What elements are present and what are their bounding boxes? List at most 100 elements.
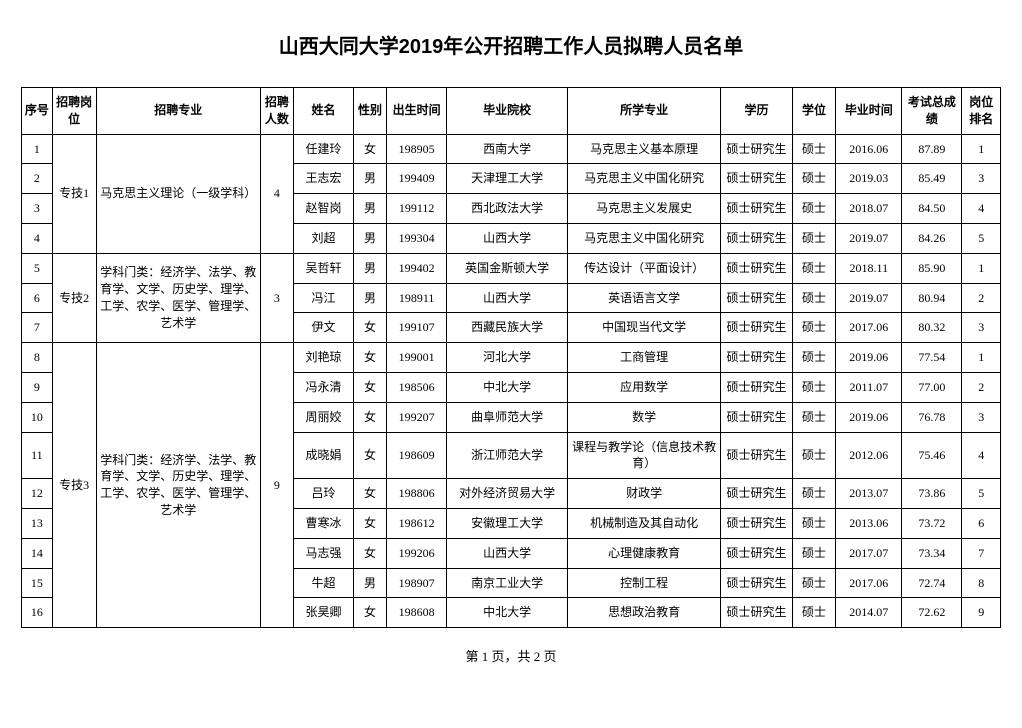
- cell-rank: 5: [962, 479, 1001, 509]
- cell-grad: 2017.06: [836, 313, 902, 343]
- cell-sex: 男: [354, 253, 387, 283]
- cell-rank: 2: [962, 283, 1001, 313]
- page-footer: 第 1 页，共 2 页: [21, 646, 1001, 665]
- cell-school: 山西大学: [447, 538, 568, 568]
- cell-score: 77.54: [902, 343, 962, 373]
- cell-rank: 6: [962, 508, 1001, 538]
- cell-birth: 199402: [387, 253, 447, 283]
- cell-name: 牛超: [293, 568, 353, 598]
- cell-school: 西南大学: [447, 134, 568, 164]
- cell-seq: 1: [22, 134, 53, 164]
- cell-sex: 男: [354, 223, 387, 253]
- cell-major: 思想政治教育: [567, 598, 720, 628]
- cell-score: 76.78: [902, 402, 962, 432]
- cell-score: 84.26: [902, 223, 962, 253]
- cell-grad: 2018.11: [836, 253, 902, 283]
- cell-edu: 硕士研究生: [721, 538, 792, 568]
- cell-position: 专技3: [52, 343, 96, 628]
- cell-school: 南京工业大学: [447, 568, 568, 598]
- cell-deg: 硕士: [792, 194, 836, 224]
- cell-school: 河北大学: [447, 343, 568, 373]
- cell-name: 张昊卿: [293, 598, 353, 628]
- cell-edu: 硕士研究生: [721, 598, 792, 628]
- cell-rank: 8: [962, 568, 1001, 598]
- cell-major: 马克思主义发展史: [567, 194, 720, 224]
- cell-grad: 2016.06: [836, 134, 902, 164]
- cell-major: 传达设计（平面设计）: [567, 253, 720, 283]
- cell-sex: 女: [354, 508, 387, 538]
- th-score: 考试总成绩: [902, 88, 962, 135]
- cell-major: 课程与教学论（信息技术教育）: [567, 432, 720, 479]
- cell-rank: 9: [962, 598, 1001, 628]
- cell-major: 控制工程: [567, 568, 720, 598]
- table-row: 8专技3学科门类：经济学、法学、教育学、文学、历史学、理学、工学、农学、医学、管…: [22, 343, 1001, 373]
- table-header-row: 序号 招聘岗位 招聘专业 招聘人数 姓名 性别 出生时间 毕业院校 所学专业 学…: [22, 88, 1001, 135]
- cell-score: 73.34: [902, 538, 962, 568]
- cell-seq: 14: [22, 538, 53, 568]
- cell-deg: 硕士: [792, 134, 836, 164]
- cell-grad: 2019.07: [836, 223, 902, 253]
- roster-table: 序号 招聘岗位 招聘专业 招聘人数 姓名 性别 出生时间 毕业院校 所学专业 学…: [21, 87, 1001, 628]
- cell-seq: 7: [22, 313, 53, 343]
- cell-rank: 5: [962, 223, 1001, 253]
- cell-count: 3: [260, 253, 293, 342]
- cell-deg: 硕士: [792, 568, 836, 598]
- cell-name: 冯江: [293, 283, 353, 313]
- cell-birth: 198608: [387, 598, 447, 628]
- cell-seq: 9: [22, 372, 53, 402]
- cell-rank: 3: [962, 313, 1001, 343]
- cell-grad: 2018.07: [836, 194, 902, 224]
- th-birth: 出生时间: [387, 88, 447, 135]
- cell-major: 工商管理: [567, 343, 720, 373]
- cell-edu: 硕士研究生: [721, 253, 792, 283]
- cell-birth: 199409: [387, 164, 447, 194]
- cell-birth: 199107: [387, 313, 447, 343]
- th-seq: 序号: [22, 88, 53, 135]
- cell-seq: 3: [22, 194, 53, 224]
- cell-edu: 硕士研究生: [721, 223, 792, 253]
- cell-grad: 2019.06: [836, 402, 902, 432]
- cell-score: 85.90: [902, 253, 962, 283]
- th-cnt: 招聘人数: [260, 88, 293, 135]
- page-title: 山西大同大学2019年公开招聘工作人员拟聘人员名单: [21, 30, 1001, 59]
- cell-birth: 198612: [387, 508, 447, 538]
- cell-sex: 女: [354, 343, 387, 373]
- cell-deg: 硕士: [792, 508, 836, 538]
- cell-rank: 3: [962, 402, 1001, 432]
- cell-name: 成晓娟: [293, 432, 353, 479]
- cell-edu: 硕士研究生: [721, 479, 792, 509]
- cell-rank: 2: [962, 372, 1001, 402]
- cell-birth: 198905: [387, 134, 447, 164]
- cell-grad: 2017.07: [836, 538, 902, 568]
- cell-edu: 硕士研究生: [721, 164, 792, 194]
- cell-edu: 硕士研究生: [721, 432, 792, 479]
- cell-birth: 198911: [387, 283, 447, 313]
- cell-score: 73.72: [902, 508, 962, 538]
- th-sex: 性别: [354, 88, 387, 135]
- cell-deg: 硕士: [792, 253, 836, 283]
- cell-seq: 10: [22, 402, 53, 432]
- cell-seq: 6: [22, 283, 53, 313]
- cell-school: 天津理工大学: [447, 164, 568, 194]
- th-edu: 学历: [721, 88, 792, 135]
- cell-birth: 199112: [387, 194, 447, 224]
- cell-sex: 男: [354, 568, 387, 598]
- cell-score: 84.50: [902, 194, 962, 224]
- cell-rank: 1: [962, 134, 1001, 164]
- cell-score: 72.74: [902, 568, 962, 598]
- cell-name: 刘超: [293, 223, 353, 253]
- cell-school: 对外经济贸易大学: [447, 479, 568, 509]
- cell-seq: 5: [22, 253, 53, 283]
- cell-major: 马克思主义中国化研究: [567, 223, 720, 253]
- cell-grad: 2019.03: [836, 164, 902, 194]
- cell-sex: 男: [354, 164, 387, 194]
- cell-major: 中国现当代文学: [567, 313, 720, 343]
- cell-rank: 1: [962, 343, 1001, 373]
- cell-grad: 2019.06: [836, 343, 902, 373]
- cell-name: 王志宏: [293, 164, 353, 194]
- cell-school: 曲阜师范大学: [447, 402, 568, 432]
- cell-name: 曹寒冰: [293, 508, 353, 538]
- cell-rank: 4: [962, 194, 1001, 224]
- cell-seq: 2: [22, 164, 53, 194]
- cell-specialty: 马克思主义理论（一级学科）: [96, 134, 260, 253]
